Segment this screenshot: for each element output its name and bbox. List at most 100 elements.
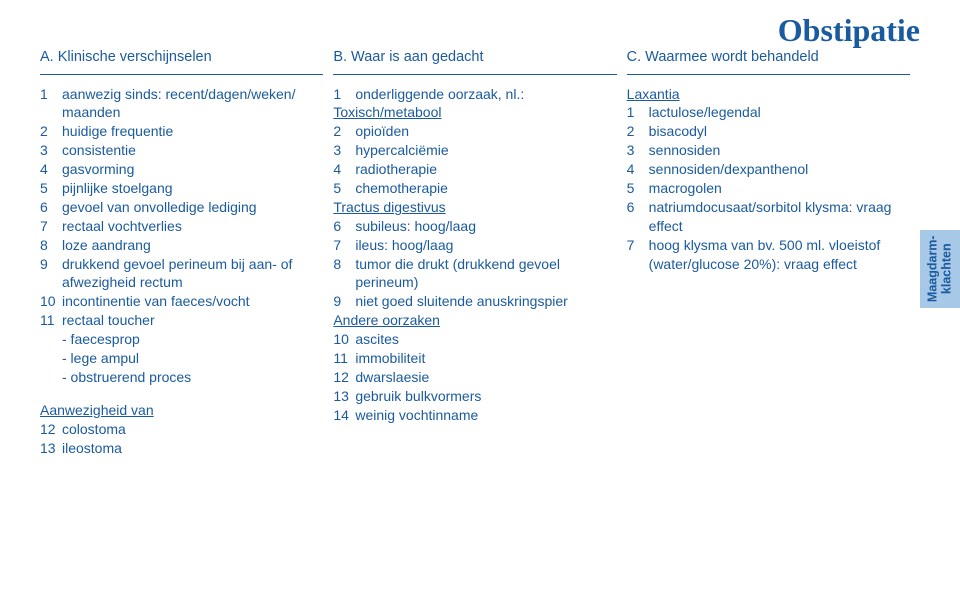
item-number: 1 bbox=[627, 103, 649, 122]
item-number: 13 bbox=[333, 387, 355, 406]
page-title: Obstipatie bbox=[778, 12, 920, 49]
list-item: 5macrogolen bbox=[627, 179, 910, 198]
side-tab: Maagdarm- klachten bbox=[920, 230, 960, 308]
group-heading: Toxisch/metabool bbox=[333, 103, 616, 122]
item-number: 4 bbox=[40, 160, 62, 179]
item-text: lactulose/legendal bbox=[649, 103, 910, 122]
item-text: gebruik bulkvormers bbox=[355, 387, 616, 406]
item-text: ascites bbox=[355, 330, 616, 349]
list-item: 14weinig vochtinname bbox=[333, 406, 616, 425]
column-b: B. Waar is aan gedacht 1onderliggende oo… bbox=[333, 48, 626, 457]
item-number: 11 bbox=[333, 349, 355, 368]
item-number: 12 bbox=[333, 368, 355, 387]
list-item: 11rectaal toucher - faecesprop - lege am… bbox=[40, 311, 323, 387]
item-text: subileus: hoog/laag bbox=[355, 217, 616, 236]
list-item: 13ileostoma bbox=[40, 439, 323, 458]
column-b-header: B. Waar is aan gedacht bbox=[333, 48, 616, 75]
item-text: niet goed sluitende anuskringspier bbox=[355, 292, 616, 311]
list-item: 7rectaal vochtverlies bbox=[40, 217, 323, 236]
list-item: 9drukkend gevoel perineum bij aan- of af… bbox=[40, 255, 323, 293]
list-item: 12dwarslaesie bbox=[333, 368, 616, 387]
column-a-subsection: Aanwezigheid van 12colostoma13ileostoma bbox=[40, 401, 323, 458]
list-item: 6natriumdocusaat/sorbitol klysma: vraag … bbox=[627, 198, 910, 236]
item-number: 8 bbox=[333, 255, 355, 293]
item-number: 7 bbox=[333, 236, 355, 255]
item-number: 2 bbox=[333, 122, 355, 141]
item-number: 8 bbox=[40, 236, 62, 255]
item-number: 4 bbox=[333, 160, 355, 179]
item-text: aanwezig sinds: recent/dagen/weken/ maan… bbox=[62, 85, 323, 123]
item-number: 5 bbox=[333, 179, 355, 198]
item-text: opioïden bbox=[355, 122, 616, 141]
item-text: loze aandrang bbox=[62, 236, 323, 255]
item-number: 1 bbox=[333, 85, 355, 104]
item-number: 3 bbox=[627, 141, 649, 160]
item-text: hypercalciëmie bbox=[355, 141, 616, 160]
column-c-heading: Laxantia bbox=[627, 85, 910, 104]
columns-wrapper: A. Klinische verschijnselen 1aanwezig si… bbox=[40, 48, 920, 457]
list-item: 1lactulose/legendal bbox=[627, 103, 910, 122]
item-text: macrogolen bbox=[649, 179, 910, 198]
item-number: 11 bbox=[40, 311, 62, 387]
item-number: 4 bbox=[627, 160, 649, 179]
column-a-list: 1aanwezig sinds: recent/dagen/weken/ maa… bbox=[40, 85, 323, 387]
column-c-header: C. Waarmee wordt behandeld bbox=[627, 48, 910, 75]
side-tab-line2: klachten bbox=[939, 244, 953, 295]
list-item: 8tumor die drukt (drukkend gevoel perine… bbox=[333, 255, 616, 293]
list-item: 3hypercalciëmie bbox=[333, 141, 616, 160]
item-text: sennosiden/dexpanthenol bbox=[649, 160, 910, 179]
list-item: 2huidige frequentie bbox=[40, 122, 323, 141]
list-item: 2bisacodyl bbox=[627, 122, 910, 141]
item-text: radiotherapie bbox=[355, 160, 616, 179]
item-text: consistentie bbox=[62, 141, 323, 160]
list-item: 6gevoel van onvolledige lediging bbox=[40, 198, 323, 217]
group-heading: Tractus digestivus bbox=[333, 198, 616, 217]
item-number: 6 bbox=[40, 198, 62, 217]
column-c: C. Waarmee wordt behandeld Laxantia 1lac… bbox=[627, 48, 920, 457]
item-text: hoog klysma van bv. 500 ml. vloeistof (w… bbox=[649, 236, 910, 274]
list-item: 11immobiliteit bbox=[333, 349, 616, 368]
side-tab-line1: Maagdarm- bbox=[925, 236, 939, 303]
item-number: 13 bbox=[40, 439, 62, 458]
list-item: 9niet goed sluitende anuskringspier bbox=[333, 292, 616, 311]
item-text: weinig vochtinname bbox=[355, 406, 616, 425]
item-number: 9 bbox=[333, 292, 355, 311]
list-item: 6subileus: hoog/laag bbox=[333, 217, 616, 236]
list-item: 1onderliggende oorzaak, nl.: bbox=[333, 85, 616, 104]
item-number: 1 bbox=[40, 85, 62, 123]
list-item: 1aanwezig sinds: recent/dagen/weken/ maa… bbox=[40, 85, 323, 123]
list-item: 4sennosiden/dexpanthenol bbox=[627, 160, 910, 179]
list-item: 4radiotherapie bbox=[333, 160, 616, 179]
item-text: ileus: hoog/laag bbox=[355, 236, 616, 255]
item-text: colostoma bbox=[62, 420, 323, 439]
item-number: 3 bbox=[40, 141, 62, 160]
item-text: rectaal vochtverlies bbox=[62, 217, 323, 236]
list-item: 13gebruik bulkvormers bbox=[333, 387, 616, 406]
list-item: 10ascites bbox=[333, 330, 616, 349]
item-number: 6 bbox=[333, 217, 355, 236]
item-text: gasvorming bbox=[62, 160, 323, 179]
item-number: 2 bbox=[40, 122, 62, 141]
item-number: 12 bbox=[40, 420, 62, 439]
item-text: incontinentie van faeces/vocht bbox=[62, 292, 323, 311]
item-text: huidige frequentie bbox=[62, 122, 323, 141]
item-text: rectaal toucher - faecesprop - lege ampu… bbox=[62, 311, 323, 387]
list-item: 8loze aandrang bbox=[40, 236, 323, 255]
list-item: 2opioïden bbox=[333, 122, 616, 141]
item-text: tumor die drukt (drukkend gevoel perineu… bbox=[355, 255, 616, 293]
item-text: gevoel van onvolledige lediging bbox=[62, 198, 323, 217]
item-number: 7 bbox=[627, 236, 649, 274]
item-number: 14 bbox=[333, 406, 355, 425]
item-text: chemotherapie bbox=[355, 179, 616, 198]
item-text: dwarslaesie bbox=[355, 368, 616, 387]
item-number: 10 bbox=[40, 292, 62, 311]
list-item: 7ileus: hoog/laag bbox=[333, 236, 616, 255]
column-a: A. Klinische verschijnselen 1aanwezig si… bbox=[40, 48, 333, 457]
item-text: sennosiden bbox=[649, 141, 910, 160]
list-item: 5chemotherapie bbox=[333, 179, 616, 198]
list-item: 4gasvorming bbox=[40, 160, 323, 179]
list-item: 10incontinentie van faeces/vocht bbox=[40, 292, 323, 311]
item-number: 3 bbox=[333, 141, 355, 160]
item-number: 6 bbox=[627, 198, 649, 236]
item-number: 9 bbox=[40, 255, 62, 293]
